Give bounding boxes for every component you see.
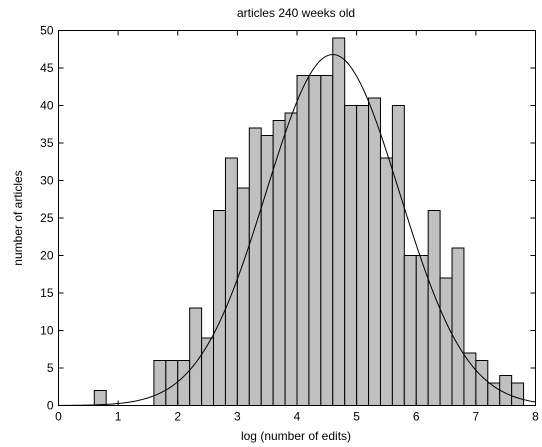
histogram-bar-27	[463, 352, 477, 406]
histogram-bar-17	[344, 105, 358, 406]
histogram-bar-18	[356, 105, 370, 406]
y-tick-label: 45	[40, 61, 54, 75]
x-tick-label: 8	[532, 410, 539, 424]
histogram-bar-3	[177, 360, 191, 406]
y-tick-label: 30	[40, 174, 54, 188]
histogram-bar-21	[391, 105, 405, 406]
y-tick-label: 25	[40, 211, 54, 225]
histogram-bar-23	[415, 255, 429, 406]
chart-title: articles 240 weeks old	[237, 6, 355, 20]
histogram-bar-8	[236, 187, 250, 406]
y-tick-label: 35	[40, 136, 54, 150]
histogram-bar-1	[153, 360, 167, 406]
x-tick-label: 7	[473, 410, 480, 424]
histogram-bar-19	[368, 97, 381, 406]
histogram-bar-25	[439, 277, 453, 406]
x-tick-label: 3	[234, 410, 241, 424]
histogram-bar-20	[379, 157, 393, 406]
y-axis-label: number of articles	[11, 170, 25, 265]
y-tick-label: 15	[40, 286, 54, 300]
x-tick-label: 5	[353, 410, 360, 424]
histogram-bar-13	[296, 75, 310, 406]
x-tick-label: 0	[55, 410, 62, 424]
histogram-bar-5	[201, 337, 215, 406]
y-tick-label: 0	[47, 399, 54, 413]
histogram-bar-28	[475, 360, 489, 406]
histogram-bars	[93, 37, 525, 406]
x-tick-label: 2	[174, 410, 181, 424]
y-tick-label: 10	[40, 324, 54, 338]
histogram-bar-16	[332, 37, 346, 406]
histogram-bar-7	[224, 157, 238, 406]
histogram-bar-9	[248, 127, 262, 406]
histogram-bar-26	[451, 247, 465, 406]
x-tick-label: 6	[413, 410, 420, 424]
x-axis-label: log (number of edits)	[241, 429, 351, 443]
histogram-bar-15	[320, 75, 334, 406]
histogram-bar-6	[213, 210, 226, 406]
histogram-bar-12	[284, 112, 298, 406]
histogram-bar-30	[499, 375, 513, 406]
y-axis-ticks: 0 5 10 15 20 25 30 35 40 45 50	[40, 24, 536, 413]
y-tick-label: 20	[40, 249, 54, 263]
x-tick-label: 4	[294, 410, 301, 424]
y-tick-label: 40	[40, 99, 54, 113]
y-tick-label: 5	[47, 361, 54, 375]
histogram-bar-24	[427, 210, 441, 406]
histogram-bar-0	[93, 390, 107, 406]
x-axis-ticks: 0 1 2 3 4 5 6 7 8	[55, 30, 539, 424]
histogram-bar-31	[511, 382, 525, 406]
y-tick-label: 50	[40, 24, 54, 38]
histogram-bar-22	[403, 255, 417, 406]
x-tick-label: 1	[115, 410, 122, 424]
histogram-bar-14	[308, 75, 322, 406]
fit-curve	[58, 53, 536, 406]
